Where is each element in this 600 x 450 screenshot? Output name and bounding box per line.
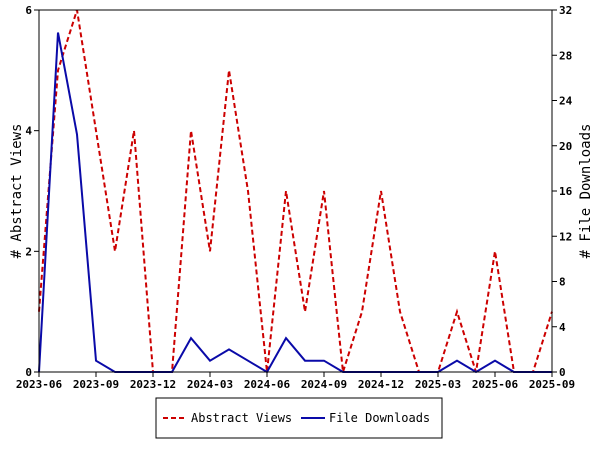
y2-tick-label: 4	[559, 321, 566, 334]
x-tick-label: 2024-06	[244, 378, 291, 391]
x-tick-label: 2025-09	[529, 378, 575, 391]
x-tick-label: 2025-03	[415, 378, 461, 391]
y-tick-label: 0	[25, 366, 32, 379]
series-line-abstract-views	[38, 9, 553, 373]
y-axis-title: # Abstract Views	[9, 124, 25, 259]
x-tick-label: 2023-09	[73, 378, 119, 391]
y2-tick-label: 28	[559, 49, 572, 62]
legend: Abstract Views File Downloads	[155, 397, 443, 439]
y2-tick-label: 16	[559, 185, 573, 198]
x-tick-label: 2023-12	[130, 378, 176, 391]
legend-label: Abstract Views	[191, 411, 292, 425]
y-tick-label: 4	[25, 125, 32, 138]
plot-frame	[38, 9, 553, 373]
y2-tick-label: 8	[559, 276, 566, 289]
x-tick-label: 2024-03	[187, 378, 233, 391]
series-line-file-downloads	[38, 32, 552, 374]
y2-axis-title: # File Downloads	[578, 124, 594, 259]
legend-label: File Downloads	[329, 411, 430, 425]
x-tick-label: 2024-12	[358, 378, 404, 391]
x-tick-label: 2024-09	[301, 378, 347, 391]
y2-tick-label: 12	[559, 230, 572, 243]
y-tick-label: 6	[25, 4, 32, 17]
y2-tick-label: 32	[559, 4, 572, 17]
y2-tick-label: 0	[559, 366, 566, 379]
plot-area	[38, 9, 553, 374]
y-tick-label: 2	[25, 245, 32, 258]
x-tick-label: 2025-06	[472, 378, 519, 391]
y2-tick-label: 24	[559, 95, 573, 108]
legend-box	[155, 397, 443, 439]
x-tick-label: 2023-06	[16, 378, 63, 391]
y2-tick-label: 20	[559, 140, 572, 153]
